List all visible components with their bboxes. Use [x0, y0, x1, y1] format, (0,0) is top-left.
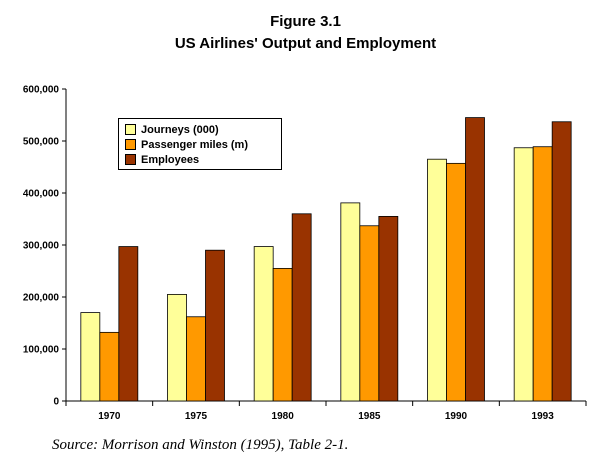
- bar-1970-series-1: [80, 312, 101, 402]
- legend-entry: Employees: [125, 152, 281, 167]
- bar-1993-series-2: [532, 146, 553, 402]
- y-tick-label: 100,000: [23, 345, 60, 356]
- x-tick-label: 1990: [445, 411, 468, 422]
- bar-1970-series-2: [99, 331, 120, 402]
- x-tick-label: 1993: [532, 411, 555, 422]
- bar-1975-series-1: [167, 293, 187, 402]
- chart-legend: Journeys (000) Passenger miles (m) Employe…: [118, 118, 282, 170]
- bar-1975-series-2: [186, 316, 206, 402]
- legend-label: Employees: [141, 153, 200, 166]
- legend-swatch: [125, 139, 136, 150]
- legend-label: Journeys (000): [141, 123, 219, 136]
- chart-title: US Airlines' Output and Employment: [174, 35, 437, 52]
- y-tick-label: 500,000: [23, 137, 60, 148]
- bar-1990-series-3: [465, 117, 485, 402]
- y-tick-label: 600,000: [23, 85, 60, 96]
- legend-swatch: [125, 124, 136, 135]
- y-tick-label: 300,000: [23, 241, 60, 252]
- bar-1993-series-3: [551, 121, 572, 402]
- x-tick-label: 1975: [185, 411, 208, 422]
- legend-entry: Journeys (000): [125, 122, 281, 137]
- x-tick-label: 1985: [358, 411, 381, 422]
- bar-1990-series-1: [427, 158, 447, 402]
- bar-1970-series-3: [118, 246, 139, 402]
- x-tick-label: 1980: [272, 411, 295, 422]
- y-tick-label: 400,000: [23, 189, 60, 200]
- y-tick-label: 200,000: [23, 293, 60, 304]
- bar-1980-series-2: [272, 267, 293, 402]
- legend-entry: Passenger miles (m): [125, 137, 281, 152]
- bar-1985-series-1: [340, 202, 361, 402]
- figure-number: Figure 3.1: [270, 13, 341, 30]
- bar-1980-series-3: [291, 213, 312, 402]
- bar-1990-series-2: [446, 162, 466, 402]
- y-tick-label: 0: [53, 397, 59, 408]
- source-note: Source: Morrison and Winston (1995), Tab…: [52, 437, 349, 453]
- bar-1985-series-2: [359, 225, 380, 402]
- x-tick-label: 1970: [98, 411, 121, 422]
- legend-swatch: [125, 154, 136, 165]
- bar-1993-series-1: [513, 147, 534, 402]
- legend-label: Passenger miles (m): [141, 138, 248, 151]
- bar-1975-series-3: [205, 249, 225, 402]
- bar-1985-series-3: [378, 215, 399, 402]
- bar-1980-series-1: [253, 246, 274, 402]
